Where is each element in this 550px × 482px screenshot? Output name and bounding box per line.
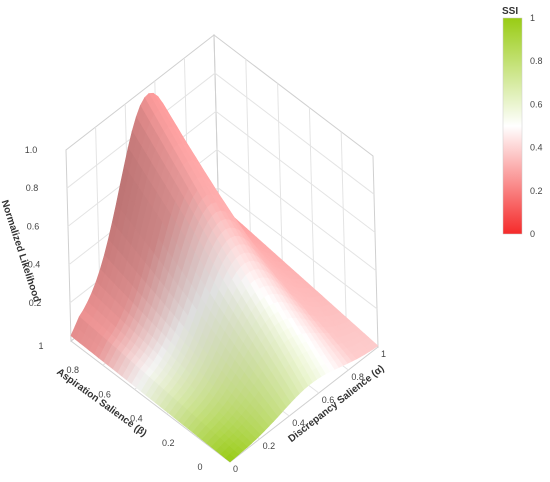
surface-mesh <box>70 92 379 463</box>
y-tick-label: 0.8 <box>67 365 80 375</box>
x-tick-label: 0.8 <box>351 372 364 382</box>
z-tick-label: 0.2 <box>29 298 42 308</box>
colorbar-tick-label: 0.2 <box>530 186 543 196</box>
x-tick-label: 1 <box>381 349 386 359</box>
z-axis-title: Normalized Likelihood <box>0 199 42 304</box>
colorbar-tick-label: 0.8 <box>530 56 543 66</box>
colorbar-ticks: 0 0.2 0.4 0.6 0.8 1 <box>530 13 543 239</box>
colorbar-tick-label: 0.4 <box>530 143 543 153</box>
x-tick-label: 0.2 <box>263 441 276 451</box>
wall-gridline-z <box>214 72 375 195</box>
y-tick-label: 0.2 <box>162 438 175 448</box>
wall-gridline-beta <box>308 107 315 299</box>
y-tick-label: 1 <box>38 341 43 351</box>
colorbar-title: SSI <box>502 6 518 17</box>
z-tick-label: 0.6 <box>27 221 40 231</box>
wall-gridline-z <box>217 187 378 310</box>
x-tick-label: 0.4 <box>292 418 305 428</box>
x-tick-label: 0.6 <box>322 395 335 405</box>
z-tick-label: 0.4 <box>28 260 41 270</box>
wall-gridline-beta <box>340 131 347 323</box>
colorbar-gradient <box>502 17 523 235</box>
x-tick-label: 0 <box>233 464 238 474</box>
y-tick-label: 0.4 <box>130 414 143 424</box>
wall-gridline-z <box>215 111 376 233</box>
surface-patch <box>224 454 235 463</box>
y-tick-label: 0.6 <box>98 389 111 399</box>
z-tick-label: 1.0 <box>25 145 38 155</box>
z-tick-label: 0.8 <box>26 183 39 193</box>
colorbar-tick-label: 1 <box>530 13 535 23</box>
y-tick-label: 0 <box>197 462 202 472</box>
colorbar: SSI 0 0.2 0.4 0.6 0.8 1 <box>502 6 543 239</box>
wall-gridline-beta <box>277 83 284 275</box>
colorbar-tick-label: 0.6 <box>530 99 543 109</box>
axis-ticks: 0 0.2 0.4 0.6 0.8 1 0 0.2 0.4 0.6 0.8 1 0.2 0.4 0.6 0.8… <box>25 145 386 474</box>
wall-gridline-z <box>216 149 377 271</box>
wall-gridline-beta <box>245 59 252 251</box>
colorbar-tick-label: 0 <box>530 229 535 239</box>
